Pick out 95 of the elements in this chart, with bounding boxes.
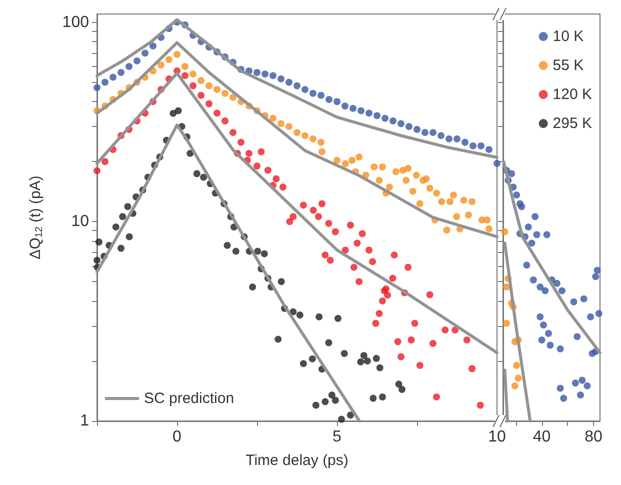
x-axis-title: Time delay (ps): [246, 452, 348, 469]
point: [470, 142, 476, 150]
point: [594, 266, 601, 274]
point: [533, 231, 540, 238]
point: [430, 128, 436, 136]
point: [262, 70, 268, 78]
legend-label: SC prediction: [144, 390, 234, 407]
point: [595, 310, 602, 318]
point: [406, 123, 412, 130]
point: [390, 117, 396, 124]
point: [503, 284, 510, 290]
legend-label: 120 K: [552, 86, 592, 103]
point: [513, 362, 520, 369]
point: [524, 223, 532, 230]
point: [558, 287, 566, 294]
y-axis-title: ΔQ12 (t) (pA): [27, 176, 45, 260]
y-tick-label: 1: [80, 412, 90, 430]
point: [556, 384, 564, 392]
x-tick-label: 0: [172, 428, 182, 446]
point: [570, 298, 578, 306]
point: [342, 102, 348, 110]
point: [518, 203, 526, 210]
point: [592, 273, 600, 280]
x-tick-label: 40: [532, 428, 551, 446]
point: [382, 114, 388, 122]
point: [580, 295, 588, 302]
point: [422, 128, 428, 136]
point: [358, 107, 364, 114]
point: [494, 160, 500, 167]
point: [587, 313, 594, 320]
point: [536, 284, 544, 290]
point: [584, 382, 591, 390]
legend-label: 295 K: [552, 115, 592, 132]
point: [142, 50, 148, 57]
x-tick-label: 10: [488, 428, 506, 446]
point: [503, 320, 510, 327]
point: [536, 313, 544, 320]
point: [528, 240, 536, 247]
point: [318, 92, 324, 99]
point: [553, 280, 560, 287]
point: [546, 342, 554, 349]
point: [278, 75, 284, 82]
point: [478, 142, 484, 150]
point: [438, 132, 444, 140]
point: [511, 382, 518, 390]
point: [514, 374, 522, 382]
point: [574, 333, 581, 340]
y-tick-label: 10: [71, 213, 90, 230]
point: [94, 84, 100, 92]
point: [508, 170, 516, 178]
point: [334, 98, 340, 106]
legend-label: 10 K: [552, 28, 584, 45]
x-tick-label: 5: [332, 428, 342, 446]
point: [366, 110, 372, 117]
point: [545, 330, 552, 337]
point: [134, 57, 140, 64]
point: [446, 135, 452, 142]
point: [398, 120, 404, 128]
point: [560, 394, 568, 402]
point: [302, 86, 308, 93]
point: [542, 287, 549, 294]
point: [462, 138, 468, 146]
point: [414, 126, 420, 133]
point: [254, 68, 260, 76]
point: [294, 82, 300, 90]
point: [576, 392, 584, 399]
point: [578, 376, 586, 384]
point: [350, 104, 356, 112]
point: [532, 213, 539, 220]
point: [126, 62, 132, 70]
point: [486, 146, 492, 154]
point: [118, 68, 124, 76]
point: [110, 74, 116, 81]
point: [270, 72, 276, 80]
y-tick-label: 100: [62, 14, 90, 31]
point: [286, 78, 292, 86]
point: [556, 345, 564, 352]
line-series: [96, 18, 498, 159]
line-series: [96, 124, 361, 422]
legend-label: 55 K: [552, 57, 584, 74]
point: [454, 135, 460, 142]
point: [374, 112, 380, 120]
x-tick-label: 80: [584, 428, 603, 446]
point: [102, 78, 108, 86]
point: [150, 42, 156, 50]
point: [543, 231, 550, 238]
point: [572, 380, 579, 387]
point: [501, 228, 508, 236]
point: [530, 276, 537, 284]
point: [513, 192, 520, 198]
point: [523, 262, 530, 269]
point: [540, 322, 547, 329]
point: [310, 90, 316, 97]
point: [538, 336, 546, 344]
point: [326, 96, 332, 103]
